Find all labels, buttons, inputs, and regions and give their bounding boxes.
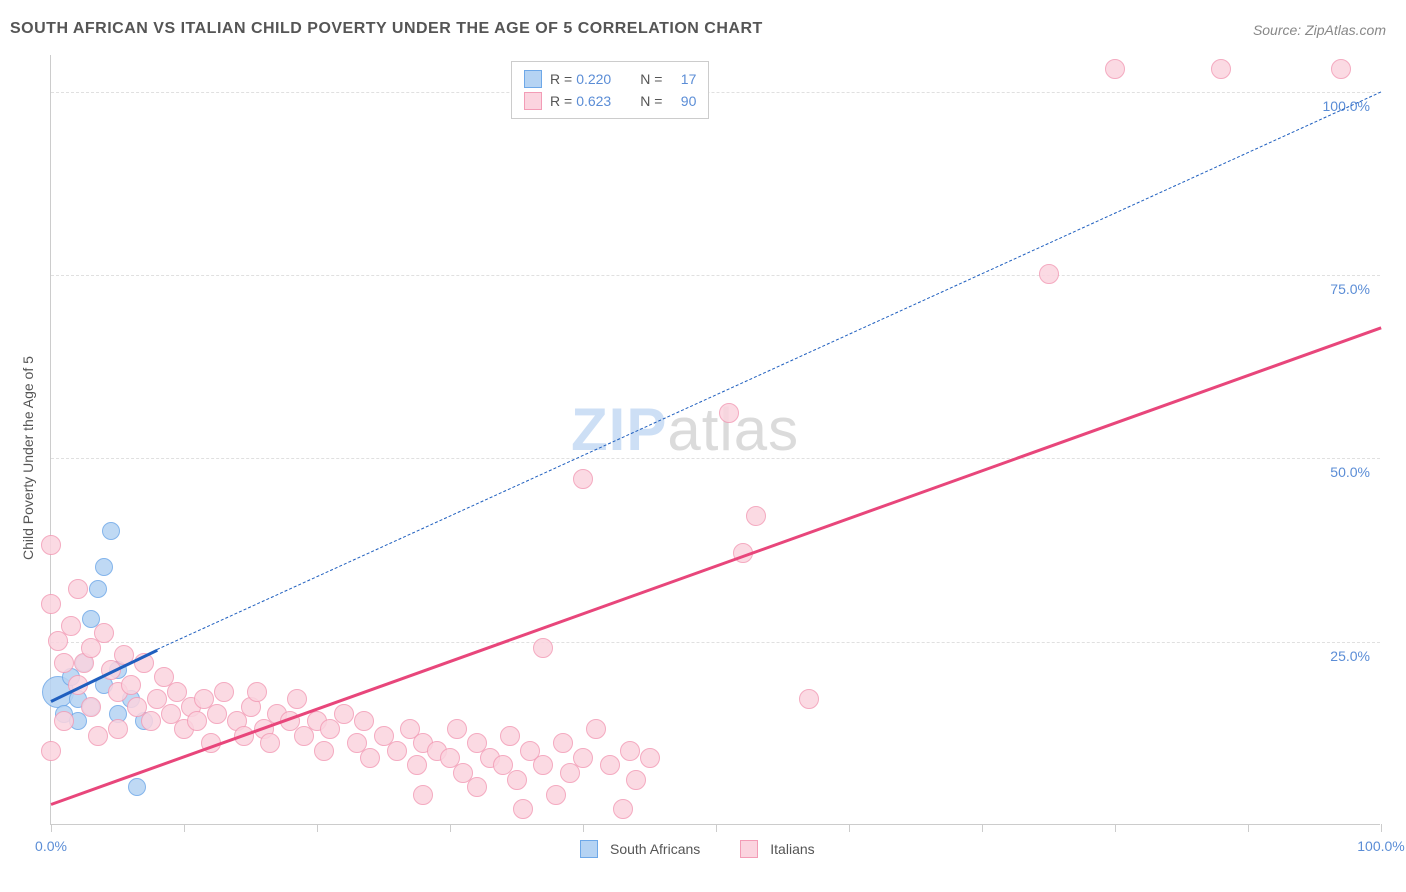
data-point-italians bbox=[61, 616, 81, 636]
x-tick bbox=[184, 824, 185, 832]
legend-swatch bbox=[740, 840, 758, 858]
legend-swatch bbox=[524, 70, 542, 88]
x-tick bbox=[982, 824, 983, 832]
data-point-italians bbox=[586, 719, 606, 739]
y-axis-label: Child Poverty Under the Age of 5 bbox=[20, 356, 36, 560]
data-point-italians bbox=[546, 785, 566, 805]
x-tick bbox=[450, 824, 451, 832]
data-point-italians bbox=[41, 594, 61, 614]
legend-swatch bbox=[580, 840, 598, 858]
data-point-italians bbox=[354, 711, 374, 731]
data-point-italians bbox=[81, 697, 101, 717]
stats-legend: R =0.220N =17R =0.623N =90 bbox=[511, 61, 709, 119]
data-point-italians bbox=[1331, 59, 1351, 79]
legend-swatch bbox=[524, 92, 542, 110]
data-point-italians bbox=[573, 469, 593, 489]
legend-item-italians: Italians bbox=[740, 840, 814, 858]
data-point-italians bbox=[1039, 264, 1059, 284]
data-point-italians bbox=[407, 755, 427, 775]
x-tick bbox=[716, 824, 717, 832]
data-point-italians bbox=[513, 799, 533, 819]
data-point-italians bbox=[360, 748, 380, 768]
data-point-south_africans bbox=[89, 580, 107, 598]
x-tick bbox=[849, 824, 850, 832]
series-legend: South Africans Italians bbox=[580, 840, 815, 858]
data-point-italians bbox=[108, 719, 128, 739]
data-point-south_africans bbox=[102, 522, 120, 540]
data-point-italians bbox=[88, 726, 108, 746]
data-point-italians bbox=[799, 689, 819, 709]
data-point-italians bbox=[287, 689, 307, 709]
gridline bbox=[51, 642, 1380, 643]
data-point-south_africans bbox=[128, 778, 146, 796]
x-tick-label: 0.0% bbox=[35, 838, 67, 854]
data-point-italians bbox=[187, 711, 207, 731]
y-tick-label: 25.0% bbox=[1330, 648, 1370, 664]
data-point-italians bbox=[121, 675, 141, 695]
x-tick bbox=[1381, 824, 1382, 832]
data-point-italians bbox=[54, 653, 74, 673]
data-point-italians bbox=[613, 799, 633, 819]
data-point-italians bbox=[533, 638, 553, 658]
data-point-italians bbox=[413, 785, 433, 805]
x-tick bbox=[583, 824, 584, 832]
data-point-italians bbox=[1211, 59, 1231, 79]
data-point-italians bbox=[54, 711, 74, 731]
source-attribution: Source: ZipAtlas.com bbox=[1253, 22, 1386, 38]
y-tick-label: 50.0% bbox=[1330, 464, 1370, 480]
gridline bbox=[51, 92, 1380, 93]
y-tick-label: 75.0% bbox=[1330, 281, 1370, 297]
data-point-italians bbox=[207, 704, 227, 724]
legend-item-south_africans: South Africans bbox=[580, 840, 700, 858]
data-point-italians bbox=[334, 704, 354, 724]
data-point-italians bbox=[600, 755, 620, 775]
data-point-italians bbox=[573, 748, 593, 768]
data-point-italians bbox=[1105, 59, 1125, 79]
data-point-italians bbox=[41, 535, 61, 555]
x-tick bbox=[51, 824, 52, 832]
data-point-italians bbox=[247, 682, 267, 702]
data-point-italians bbox=[387, 741, 407, 761]
data-point-italians bbox=[719, 403, 739, 423]
x-tick bbox=[1115, 824, 1116, 832]
data-point-italians bbox=[746, 506, 766, 526]
x-tick bbox=[1248, 824, 1249, 832]
stats-legend-row: R =0.623N =90 bbox=[524, 90, 696, 112]
data-point-italians bbox=[41, 741, 61, 761]
x-tick bbox=[317, 824, 318, 832]
data-point-italians bbox=[500, 726, 520, 746]
gridline bbox=[51, 275, 1380, 276]
data-point-south_africans bbox=[95, 558, 113, 576]
scatter-plot-area: 25.0%50.0%75.0%100.0%0.0%100.0%ZIPatlasR… bbox=[50, 55, 1380, 825]
data-point-italians bbox=[467, 777, 487, 797]
data-point-italians bbox=[640, 748, 660, 768]
chart-title: SOUTH AFRICAN VS ITALIAN CHILD POVERTY U… bbox=[10, 20, 763, 38]
watermark: ZIPatlas bbox=[571, 395, 799, 464]
data-point-italians bbox=[94, 623, 114, 643]
gridline bbox=[51, 458, 1380, 459]
data-point-italians bbox=[314, 741, 334, 761]
data-point-italians bbox=[553, 733, 573, 753]
data-point-italians bbox=[214, 682, 234, 702]
data-point-italians bbox=[533, 755, 553, 775]
data-point-italians bbox=[68, 579, 88, 599]
data-point-italians bbox=[141, 711, 161, 731]
data-point-italians bbox=[626, 770, 646, 790]
data-point-italians bbox=[260, 733, 280, 753]
x-tick-label: 100.0% bbox=[1357, 838, 1404, 854]
data-point-italians bbox=[620, 741, 640, 761]
data-point-italians bbox=[507, 770, 527, 790]
stats-legend-row: R =0.220N =17 bbox=[524, 68, 696, 90]
data-point-italians bbox=[447, 719, 467, 739]
regression-line bbox=[50, 326, 1381, 805]
regression-line bbox=[157, 92, 1381, 650]
